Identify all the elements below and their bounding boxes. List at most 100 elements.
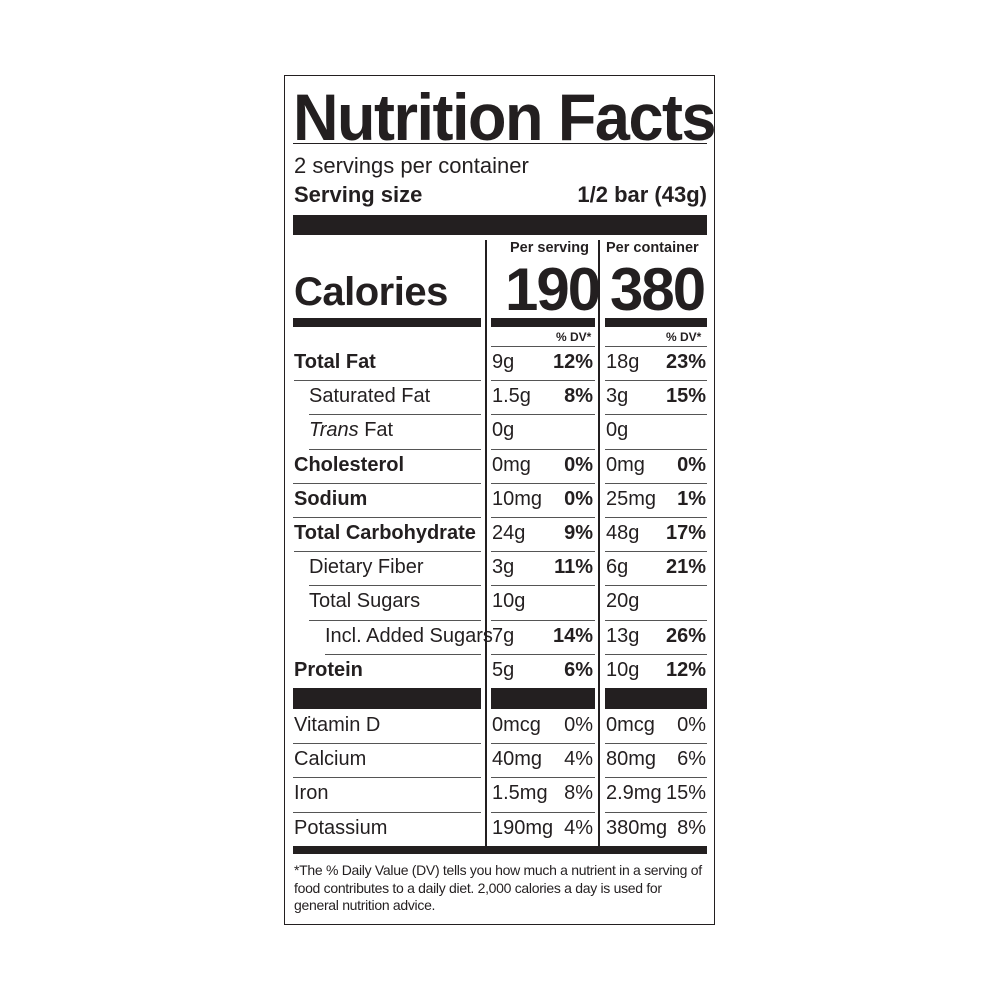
serving-amount: 9g: [492, 351, 515, 373]
title-divider: [293, 143, 707, 144]
calories-divider-container: [605, 318, 707, 327]
container-amount: 13g: [606, 625, 640, 647]
calories-per-container: 380: [610, 256, 706, 323]
vitamin-divider-container: [605, 743, 707, 744]
container-amount: 20g: [606, 590, 640, 612]
per-container-header: Per container: [606, 240, 699, 256]
vitamin-divider-serving: [491, 777, 595, 778]
serving-amount: 7g: [492, 625, 515, 647]
container-dv: 1%: [677, 488, 706, 510]
vitamin-divider-label: [293, 812, 481, 813]
container-amount: 25mg: [606, 488, 657, 510]
vitamin-label: Potassium: [294, 817, 388, 839]
nutrient-label: Incl. Added Sugars: [325, 625, 493, 647]
row-divider-container: [605, 414, 707, 415]
serving-dv: 8%: [564, 385, 593, 407]
serving-amount: 0mg: [492, 454, 531, 476]
vitamin-container-amount: 80mg: [606, 748, 657, 770]
vitamin-divider-serving: [491, 812, 595, 813]
dv-divider-container: [605, 346, 707, 347]
serving-amount: 5g: [492, 659, 515, 681]
serving-amount: 0g: [492, 419, 515, 441]
row-divider-label: [294, 380, 481, 381]
container-dv: 0%: [677, 454, 706, 476]
nutrition-facts-label: [284, 75, 715, 925]
container-amount: 48g: [606, 522, 640, 544]
container-amount: 10g: [606, 659, 640, 681]
vitamin-divider-container: [605, 777, 707, 778]
serving-amount: 24g: [492, 522, 526, 544]
row-divider-container: [605, 380, 707, 381]
column-separator-left: [485, 240, 487, 848]
thick-divider-vitamins-serving: [491, 688, 595, 709]
container-amount: 6g: [606, 556, 629, 578]
container-dv: 23%: [665, 351, 706, 373]
row-divider-serving: [491, 585, 595, 586]
serving-dv: 11%: [554, 556, 593, 578]
row-divider-label: [309, 449, 481, 450]
vitamin-serving-amount: 0mcg: [492, 714, 541, 736]
thick-divider-vitamins-container: [605, 688, 707, 709]
row-divider-container: [605, 449, 707, 450]
container-amount: 3g: [606, 385, 629, 407]
container-dv: 21%: [665, 556, 706, 578]
servings-per-container: 2 servings per container: [294, 153, 529, 178]
row-divider-label: [294, 551, 481, 552]
row-divider-container: [605, 551, 707, 552]
calories-divider-label: [293, 318, 481, 327]
row-divider-container: [605, 620, 707, 621]
row-divider-label: [309, 620, 481, 621]
dv-divider-serving: [491, 346, 595, 347]
vitamin-container-dv: 0%: [677, 714, 706, 736]
nutrient-label-italic: Trans: [309, 419, 359, 441]
calories-label: Calories: [294, 270, 448, 314]
row-divider-serving: [491, 380, 595, 381]
vitamin-divider-container: [605, 812, 707, 813]
nutrient-label: Total Carbohydrate: [294, 522, 476, 544]
serving-amount: 1.5g: [492, 385, 531, 407]
container-dv: 17%: [665, 522, 706, 544]
container-dv: 12%: [665, 659, 706, 681]
container-amount: 0g: [606, 419, 629, 441]
row-divider-container: [605, 517, 707, 518]
nutrient-label: Protein: [294, 659, 363, 681]
calories-per-serving: 190: [505, 256, 601, 323]
vitamin-divider-label: [293, 743, 481, 744]
row-divider-serving: [491, 449, 595, 450]
vitamin-serving-dv: 8%: [564, 782, 593, 804]
serving-dv: 12%: [552, 351, 593, 373]
row-divider-label: [293, 483, 481, 484]
vitamin-container-amount: 2.9mg: [606, 782, 662, 804]
nutrient-label: Sodium: [294, 488, 368, 510]
vitamin-serving-dv: 4%: [564, 817, 593, 839]
thick-divider-top: [293, 215, 707, 235]
vitamin-serving-amount: 190mg: [492, 817, 554, 839]
container-dv: 26%: [665, 625, 706, 647]
row-divider-serving: [491, 414, 595, 415]
vitamin-container-dv: 6%: [677, 748, 706, 770]
container-amount: 18g: [606, 351, 640, 373]
vitamin-serving-amount: 1.5mg: [492, 782, 548, 804]
serving-dv: 9%: [564, 522, 593, 544]
vitamin-container-dv: 8%: [677, 817, 706, 839]
serving-amount: 10g: [492, 590, 526, 612]
row-divider-serving: [491, 483, 595, 484]
nutrient-label: Total Sugars: [309, 590, 421, 612]
vitamin-divider-serving: [491, 743, 595, 744]
serving-amount: 10mg: [492, 488, 543, 510]
serving-dv: 6%: [564, 659, 593, 681]
row-divider-label: [309, 414, 481, 415]
dv-header-container: % DV*: [666, 330, 702, 344]
thick-divider-footnote: [293, 846, 707, 854]
serving-size-value: 1/2 bar (43g): [577, 182, 707, 207]
vitamin-label: Calcium: [294, 748, 367, 770]
vitamin-label: Vitamin D: [294, 714, 381, 736]
row-divider-serving: [491, 620, 595, 621]
serving-dv: 14%: [552, 625, 593, 647]
row-divider-container: [605, 483, 707, 484]
vitamin-container-dv: 15%: [665, 782, 706, 804]
nutrient-label: Total Fat: [294, 351, 376, 373]
row-divider-label: [309, 585, 481, 586]
row-divider-container: [605, 654, 707, 655]
row-divider-label: [293, 517, 481, 518]
